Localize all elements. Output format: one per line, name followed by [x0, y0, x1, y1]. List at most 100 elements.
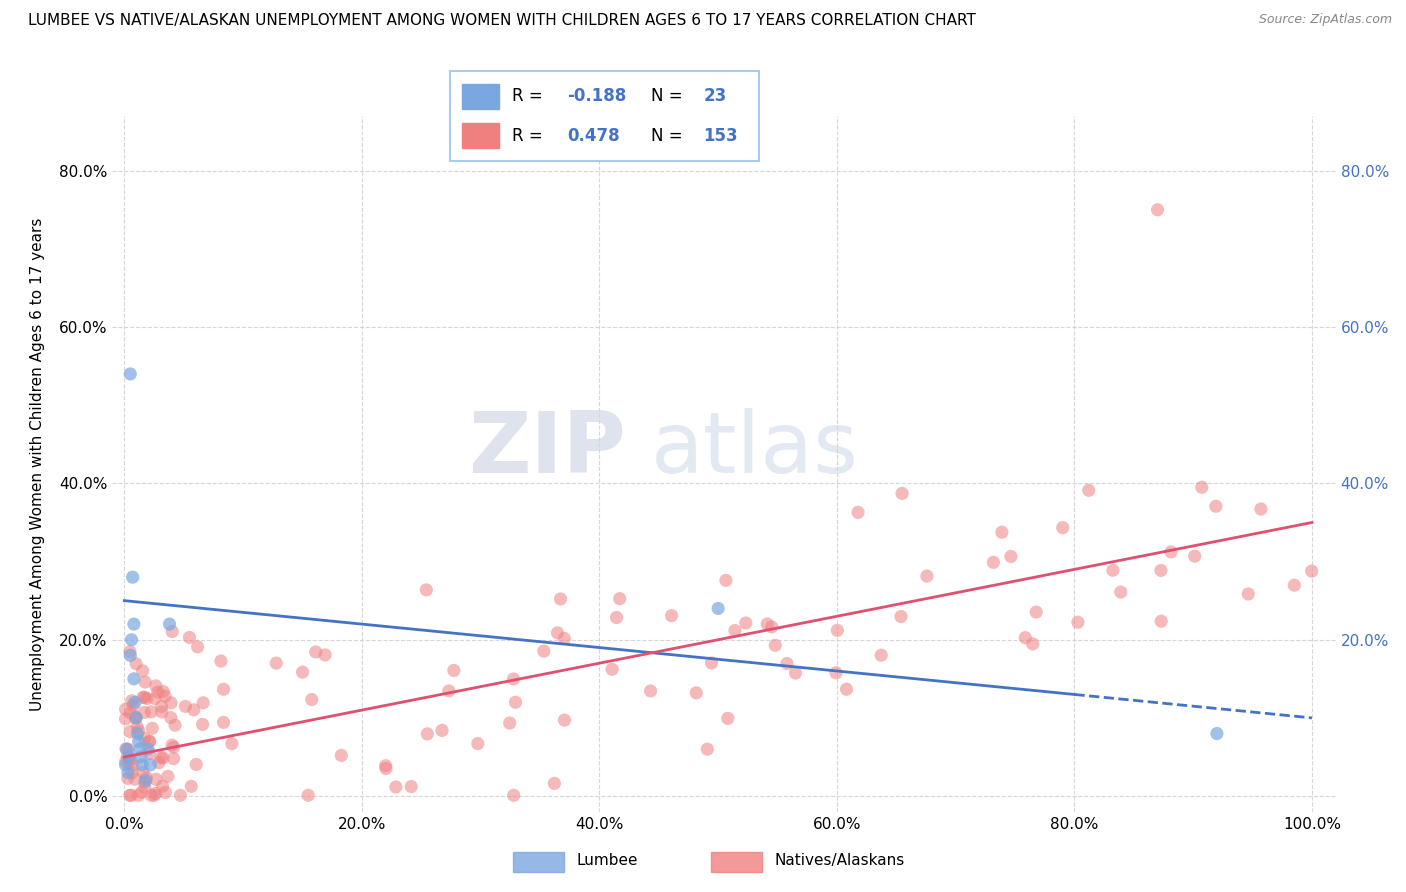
Point — [301, 692, 323, 706]
Point — [609, 591, 631, 606]
Point — [117, 765, 139, 780]
Point — [179, 631, 201, 645]
Point — [134, 690, 156, 705]
Point — [685, 686, 707, 700]
Point — [160, 624, 183, 639]
Point — [174, 699, 197, 714]
Point — [121, 632, 143, 647]
Point — [121, 570, 143, 584]
Point — [502, 672, 524, 686]
Point — [117, 742, 139, 756]
Point — [159, 710, 181, 724]
Point — [134, 706, 156, 720]
Point — [1102, 563, 1125, 577]
Point — [139, 757, 162, 772]
Point — [297, 789, 319, 803]
Point — [1025, 605, 1047, 619]
Point — [128, 723, 150, 738]
Point — [143, 789, 166, 803]
Point — [314, 648, 336, 662]
Point — [756, 617, 779, 632]
Point — [191, 696, 214, 710]
Point — [122, 617, 145, 632]
Point — [125, 711, 148, 725]
Point — [416, 727, 439, 741]
Point — [159, 617, 181, 632]
Text: atlas: atlas — [651, 409, 859, 491]
Point — [437, 684, 460, 698]
Point — [707, 601, 730, 615]
Point — [169, 789, 191, 803]
Point — [152, 751, 174, 765]
Point — [115, 741, 138, 756]
Point — [399, 780, 422, 794]
Point — [1022, 637, 1045, 651]
Point — [915, 569, 938, 583]
Point — [1284, 578, 1306, 592]
Bar — [711, 852, 762, 872]
Point — [145, 772, 167, 787]
Point — [127, 726, 149, 740]
Bar — [463, 123, 499, 148]
Point — [330, 748, 353, 763]
Point — [148, 756, 170, 770]
Text: R =: R = — [512, 87, 548, 105]
Point — [550, 591, 572, 606]
Point — [983, 555, 1005, 569]
Point — [724, 624, 747, 638]
Point — [553, 632, 575, 646]
Point — [1250, 502, 1272, 516]
Point — [138, 735, 160, 749]
Point — [141, 721, 163, 735]
Point — [131, 664, 153, 678]
Text: N =: N = — [651, 127, 688, 145]
Point — [763, 638, 786, 652]
Point — [1237, 587, 1260, 601]
Point — [118, 644, 141, 658]
Point — [135, 691, 157, 706]
Point — [114, 755, 136, 769]
Point — [128, 742, 150, 756]
Point — [1014, 631, 1036, 645]
Point — [134, 775, 156, 789]
Point — [131, 785, 153, 799]
Point — [498, 716, 520, 731]
Point — [134, 731, 156, 746]
Point — [1077, 483, 1099, 498]
Point — [124, 772, 146, 787]
Point — [1150, 614, 1173, 628]
Point — [141, 705, 163, 719]
Point — [991, 525, 1014, 540]
Point — [160, 738, 183, 752]
Point — [124, 695, 146, 709]
Bar — [513, 852, 564, 872]
Point — [135, 773, 157, 788]
Point — [120, 752, 142, 766]
Point — [120, 706, 142, 720]
Point — [125, 657, 148, 671]
Point — [1191, 480, 1213, 494]
Point — [180, 780, 202, 794]
Point — [143, 691, 166, 706]
Text: ZIP: ZIP — [468, 409, 626, 491]
Point — [124, 711, 146, 725]
Point — [191, 717, 214, 731]
Point — [502, 789, 524, 803]
Point — [145, 787, 167, 801]
Point — [121, 758, 143, 772]
Point — [221, 737, 243, 751]
Point — [761, 620, 783, 634]
Point — [118, 750, 141, 764]
Point — [1150, 564, 1173, 578]
Point — [141, 789, 163, 803]
Point — [115, 742, 138, 756]
Text: LUMBEE VS NATIVE/ALASKAN UNEMPLOYMENT AMONG WOMEN WITH CHILDREN AGES 6 TO 17 YEA: LUMBEE VS NATIVE/ALASKAN UNEMPLOYMENT AM… — [28, 13, 976, 29]
Point — [891, 486, 914, 500]
Point — [152, 684, 174, 698]
Point — [640, 684, 662, 698]
Text: -0.188: -0.188 — [568, 87, 627, 105]
Point — [145, 679, 167, 693]
Point — [114, 702, 136, 716]
Point — [547, 625, 569, 640]
Point — [291, 665, 314, 679]
